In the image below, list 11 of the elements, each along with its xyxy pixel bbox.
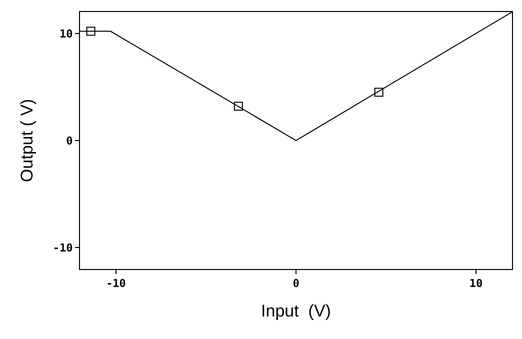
point <box>374 88 384 97</box>
x-tick-label: 0 <box>292 277 300 290</box>
point <box>86 26 96 36</box>
y-tick-label: 0 <box>66 134 73 148</box>
y-axis-title: Output ( V) <box>17 98 36 182</box>
x-tick-label: -10 <box>106 277 126 290</box>
y-tick-label: 10 <box>60 27 73 40</box>
y-tick-label: -10 <box>52 241 73 254</box>
x-tick-label: 10 <box>469 277 483 290</box>
x-axis-title: Input (V) <box>261 302 331 321</box>
point <box>234 102 243 111</box>
